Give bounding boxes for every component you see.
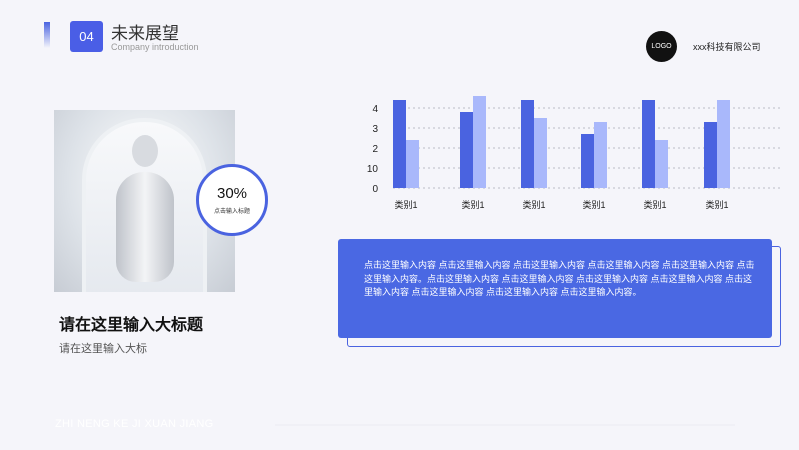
bar <box>655 140 668 188</box>
main-heading: 请在这里输入大标题 <box>59 317 204 334</box>
x-tick-label: 类别1 <box>394 199 417 210</box>
x-tick-label: 类别1 <box>582 199 605 210</box>
text-box: 点击这里输入内容 点击这里输入内容 点击这里输入内容 点击这里输入内容 点击这里… <box>338 239 772 338</box>
sub-heading: 请在这里输入大标 <box>59 343 147 355</box>
x-tick-label: 类别1 <box>522 199 545 210</box>
y-tick-label: 4 <box>372 104 378 115</box>
logo: LOGO <box>646 31 677 62</box>
x-tick-label: 类别1 <box>705 199 728 210</box>
bar <box>521 100 534 188</box>
bar <box>473 96 486 188</box>
y-tick-label: 3 <box>372 124 378 135</box>
bar <box>704 122 717 188</box>
bar <box>594 122 607 188</box>
percent-label: 点击输入标题 <box>213 209 250 215</box>
y-tick-label: 0 <box>372 184 378 195</box>
bar <box>406 140 419 188</box>
x-tick-label: 类别1 <box>461 199 484 210</box>
bar <box>642 100 655 188</box>
x-tick-label: 类别1 <box>643 199 666 210</box>
page-subtitle: Company introduction <box>111 42 199 52</box>
footer-line <box>275 424 735 426</box>
robot-body <box>116 172 174 282</box>
section-number: 04 <box>70 21 103 52</box>
y-tick-label: 2 <box>372 144 378 155</box>
y-tick-label: 10 <box>367 164 379 175</box>
percent-value: 30% <box>216 185 248 202</box>
robot-head <box>132 135 158 167</box>
bar <box>717 100 730 188</box>
company-name: xxx科技有限公司 <box>693 42 761 52</box>
bar <box>581 134 594 188</box>
bar <box>460 112 473 188</box>
accent-bar <box>44 22 50 48</box>
footer-text: ZHI NENG KE JI XUAN JIANG <box>55 418 214 430</box>
percent-badge: 30% 点击输入标题 <box>196 164 268 236</box>
bar <box>393 100 406 188</box>
page-title: 未来展望 <box>111 24 179 43</box>
bar <box>534 118 547 188</box>
bar-chart: 0 10 2 3 4 类别1 类别1 类别1 类别1 类别1 类别1 <box>367 96 780 210</box>
